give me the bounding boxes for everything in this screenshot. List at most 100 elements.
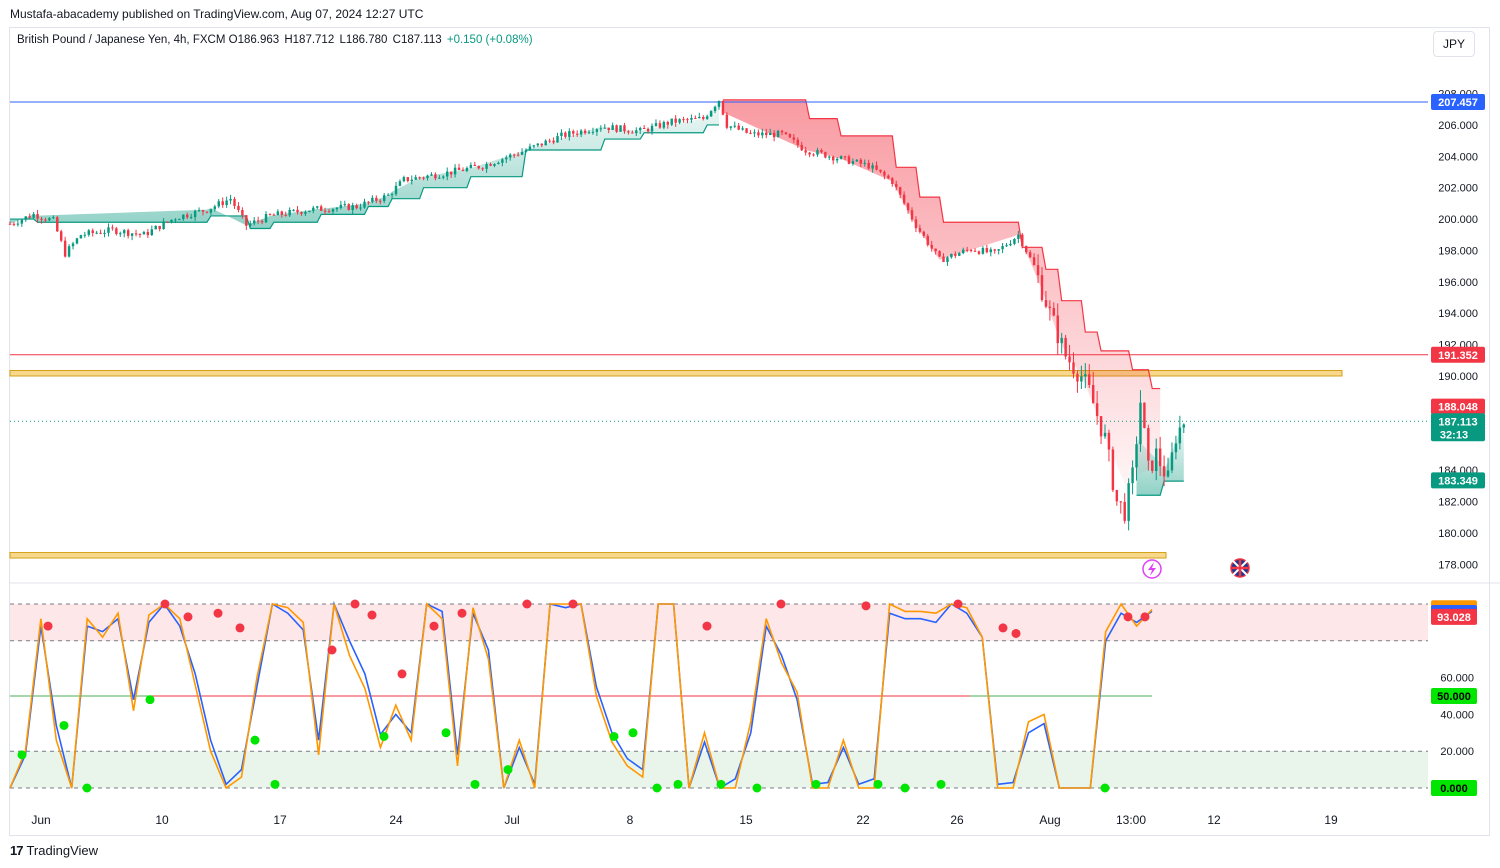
osc-value-tag (1431, 608, 1477, 625)
candle-body (997, 249, 1000, 251)
candle-body (300, 212, 303, 214)
candle-body (59, 231, 63, 241)
candle-body (985, 247, 989, 253)
candle-body (729, 126, 733, 128)
candle-body (973, 250, 977, 252)
overbought-marker (43, 621, 53, 631)
candle-body (75, 238, 79, 244)
price-tag-label: 183.349 (1438, 475, 1478, 487)
candle-body (1107, 432, 1111, 450)
change-value: +0.150 (+0.08%) (446, 34, 533, 46)
candle-body (229, 198, 232, 201)
candle-body (568, 131, 571, 137)
candle-body (639, 128, 642, 131)
candle-body (761, 132, 764, 136)
candle-body (575, 133, 579, 135)
price-tag (1431, 413, 1485, 442)
candle-body (914, 219, 918, 229)
candle-body (323, 210, 327, 212)
candle-body (119, 233, 122, 235)
candle-body (217, 201, 220, 207)
candle-body (386, 194, 390, 196)
candle-body (24, 216, 27, 220)
candle-body (828, 156, 831, 158)
overbought-marker (397, 669, 407, 679)
currency-button[interactable]: JPY (1433, 31, 1475, 57)
high-label: H (284, 34, 293, 46)
candle-body (512, 154, 516, 156)
candle-body (587, 132, 591, 134)
x-tick-label: Jul (504, 813, 519, 827)
candle-body (898, 187, 902, 195)
overbought-marker (350, 599, 360, 609)
candle-body (717, 100, 721, 107)
overbought-marker (429, 621, 439, 631)
candle-body (631, 132, 634, 134)
lightning-icon[interactable] (1142, 559, 1162, 579)
supertrend-line (1136, 480, 1184, 496)
candle-body (36, 213, 39, 219)
candle-body (249, 223, 252, 226)
uk-flag-icon[interactable] (1230, 558, 1250, 578)
candle-body (40, 218, 43, 220)
candle-body (103, 232, 106, 234)
candle-body (516, 154, 520, 156)
candle-body (788, 133, 792, 138)
candle-body (1174, 443, 1178, 453)
candle-body (965, 249, 969, 251)
candle-body (556, 136, 559, 143)
symbol-legend[interactable]: British Pound / Japanese Yen, 4h, FXCM O… (17, 34, 533, 46)
candle-body (1170, 452, 1174, 471)
candle-body (308, 210, 311, 213)
candle-body (213, 206, 217, 210)
candle-body (390, 194, 394, 196)
x-tick-label: Aug (1039, 813, 1060, 827)
candle-body (44, 219, 47, 221)
candle-body (501, 159, 504, 163)
candle-body (1095, 403, 1099, 417)
candle-body (32, 213, 35, 218)
footer-brand[interactable]: 17 TradingView (10, 843, 98, 858)
x-tick-label: 22 (856, 813, 870, 827)
y-tick-label: 200.000 (1438, 214, 1478, 226)
candle-body (1115, 490, 1119, 502)
osc-value-label: 0.000 (1440, 783, 1468, 795)
candle-body (379, 200, 382, 202)
candle-body (178, 219, 181, 221)
overbought-marker (702, 621, 712, 631)
candle-body (272, 214, 276, 216)
overbought-zone (10, 604, 1428, 641)
candle-body (414, 177, 417, 180)
candle-body (678, 119, 681, 123)
candle-body (768, 132, 772, 136)
candle-body (174, 219, 177, 221)
candle-body (347, 204, 350, 210)
candle-body (130, 233, 134, 236)
candle-body (548, 140, 551, 142)
candle-body (493, 164, 496, 166)
candle-body (942, 256, 945, 262)
candle-body (1048, 306, 1052, 309)
x-tick-label: 17 (273, 813, 287, 827)
y-tick-label: 194.000 (1438, 308, 1478, 320)
candle-body (642, 128, 646, 130)
candle-body (682, 119, 685, 121)
candle-body (56, 217, 59, 232)
oversold-marker (652, 783, 662, 793)
countdown-label: 32:13 (1440, 429, 1468, 441)
candle-body (583, 130, 587, 134)
overbought-marker (457, 608, 467, 618)
price-tag (1431, 346, 1485, 363)
candle-body (520, 151, 524, 155)
candle-body (654, 123, 658, 126)
candle-body (205, 211, 209, 213)
candle-body (1182, 424, 1186, 428)
overbought-marker (522, 599, 532, 609)
candle-body (316, 206, 319, 208)
sr-zone (9, 370, 1343, 377)
candle-body (1009, 243, 1012, 246)
overbought-marker (998, 623, 1008, 633)
candle-body (1076, 373, 1079, 382)
candle-body (473, 164, 477, 167)
